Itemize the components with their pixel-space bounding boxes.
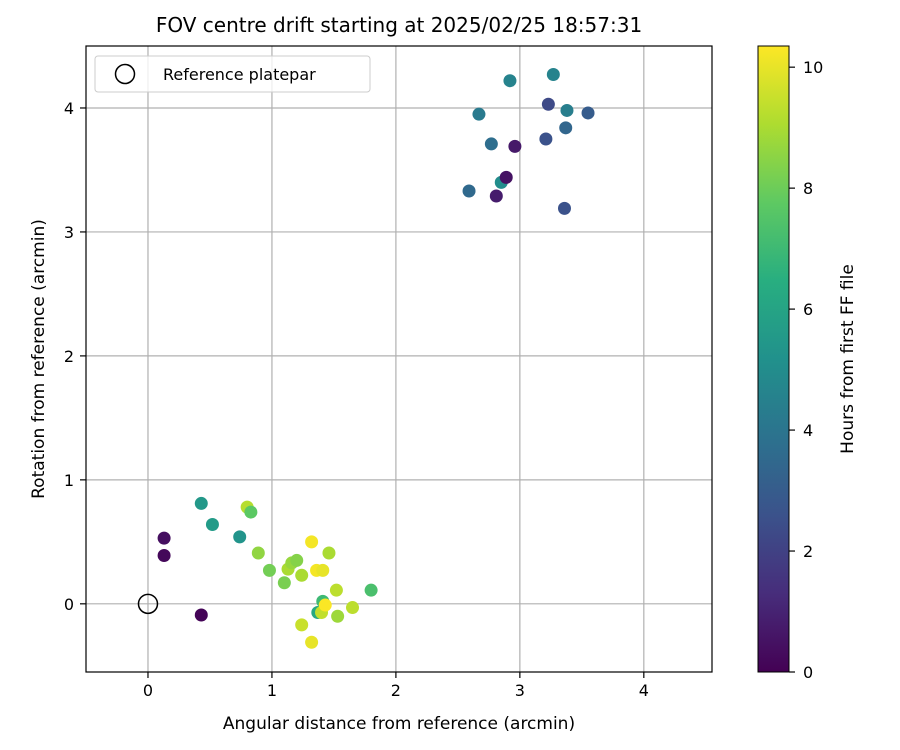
- y-tick-label: 0: [64, 595, 74, 614]
- data-point: [546, 68, 560, 82]
- data-point: [194, 496, 208, 510]
- data-point: [364, 583, 378, 597]
- colorbar-tick-label: 6: [803, 300, 813, 319]
- data-point: [194, 608, 208, 622]
- data-point: [322, 546, 336, 560]
- colorbar-label: Hours from first FF file: [838, 264, 858, 454]
- y-axis-label: Rotation from reference (arcmin): [29, 219, 49, 499]
- legend-box: [94, 55, 371, 93]
- data-point: [508, 139, 522, 153]
- y-axis-ticks: 0 1 2 3 4: [64, 99, 86, 614]
- data-point: [295, 568, 309, 582]
- data-point: [316, 563, 330, 577]
- data-point: [539, 132, 553, 146]
- data-point: [472, 107, 486, 121]
- data-point: [205, 517, 219, 531]
- data-point: [560, 103, 574, 117]
- x-axis-ticks: 0 1 2 3 4: [143, 672, 649, 700]
- y-tick-label: 2: [64, 347, 74, 366]
- colorbar-tick-label: 2: [803, 542, 813, 561]
- y-tick-label: 4: [64, 99, 74, 118]
- x-tick-label: 4: [639, 681, 649, 700]
- colorbar-tick-label: 8: [803, 179, 813, 198]
- colorbar-ticks: 0 2 4 6 8 10: [789, 58, 823, 682]
- data-point: [581, 106, 595, 120]
- x-axis-label: Angular distance from reference (arcmin): [223, 714, 575, 734]
- y-tick-label: 3: [64, 223, 74, 242]
- data-point: [290, 553, 304, 567]
- colorbar-tick-label: 0: [803, 663, 813, 682]
- data-point: [157, 531, 171, 545]
- data-point: [331, 609, 345, 623]
- y-tick-label: 1: [64, 471, 74, 490]
- data-point: [295, 618, 309, 632]
- data-point: [484, 137, 498, 151]
- data-point: [329, 583, 343, 597]
- colorbar: [757, 45, 790, 673]
- data-point: [305, 535, 319, 549]
- data-point: [305, 635, 319, 649]
- colorbar-tick-label: 10: [803, 58, 823, 77]
- data-point: [277, 576, 291, 590]
- data-point: [262, 563, 276, 577]
- data-point: [251, 546, 265, 560]
- x-tick-label: 2: [391, 681, 401, 700]
- data-point: [346, 601, 360, 615]
- data-point: [541, 97, 555, 111]
- x-tick-label: 1: [267, 681, 277, 700]
- x-tick-label: 3: [515, 681, 525, 700]
- colorbar-tick-label: 4: [803, 421, 813, 440]
- legend-label: Reference platepar: [163, 65, 316, 84]
- data-point: [503, 74, 517, 88]
- data-point: [157, 548, 171, 562]
- data-point: [559, 121, 573, 135]
- chart-title: FOV centre drift starting at 2025/02/25 …: [156, 13, 642, 37]
- plot-frame: [85, 45, 713, 673]
- data-point: [557, 201, 571, 215]
- data-point: [489, 189, 503, 203]
- legend-marker: [114, 63, 136, 85]
- data-point: [499, 170, 513, 184]
- data-point: [462, 184, 476, 198]
- legend: Reference platepar: [94, 55, 371, 93]
- plot-area: [86, 46, 712, 672]
- data-points: [157, 68, 595, 649]
- data-point: [244, 505, 258, 519]
- reference-marker: [137, 593, 159, 615]
- data-point: [318, 598, 332, 612]
- x-tick-label: 0: [143, 681, 153, 700]
- data-point: [233, 530, 247, 544]
